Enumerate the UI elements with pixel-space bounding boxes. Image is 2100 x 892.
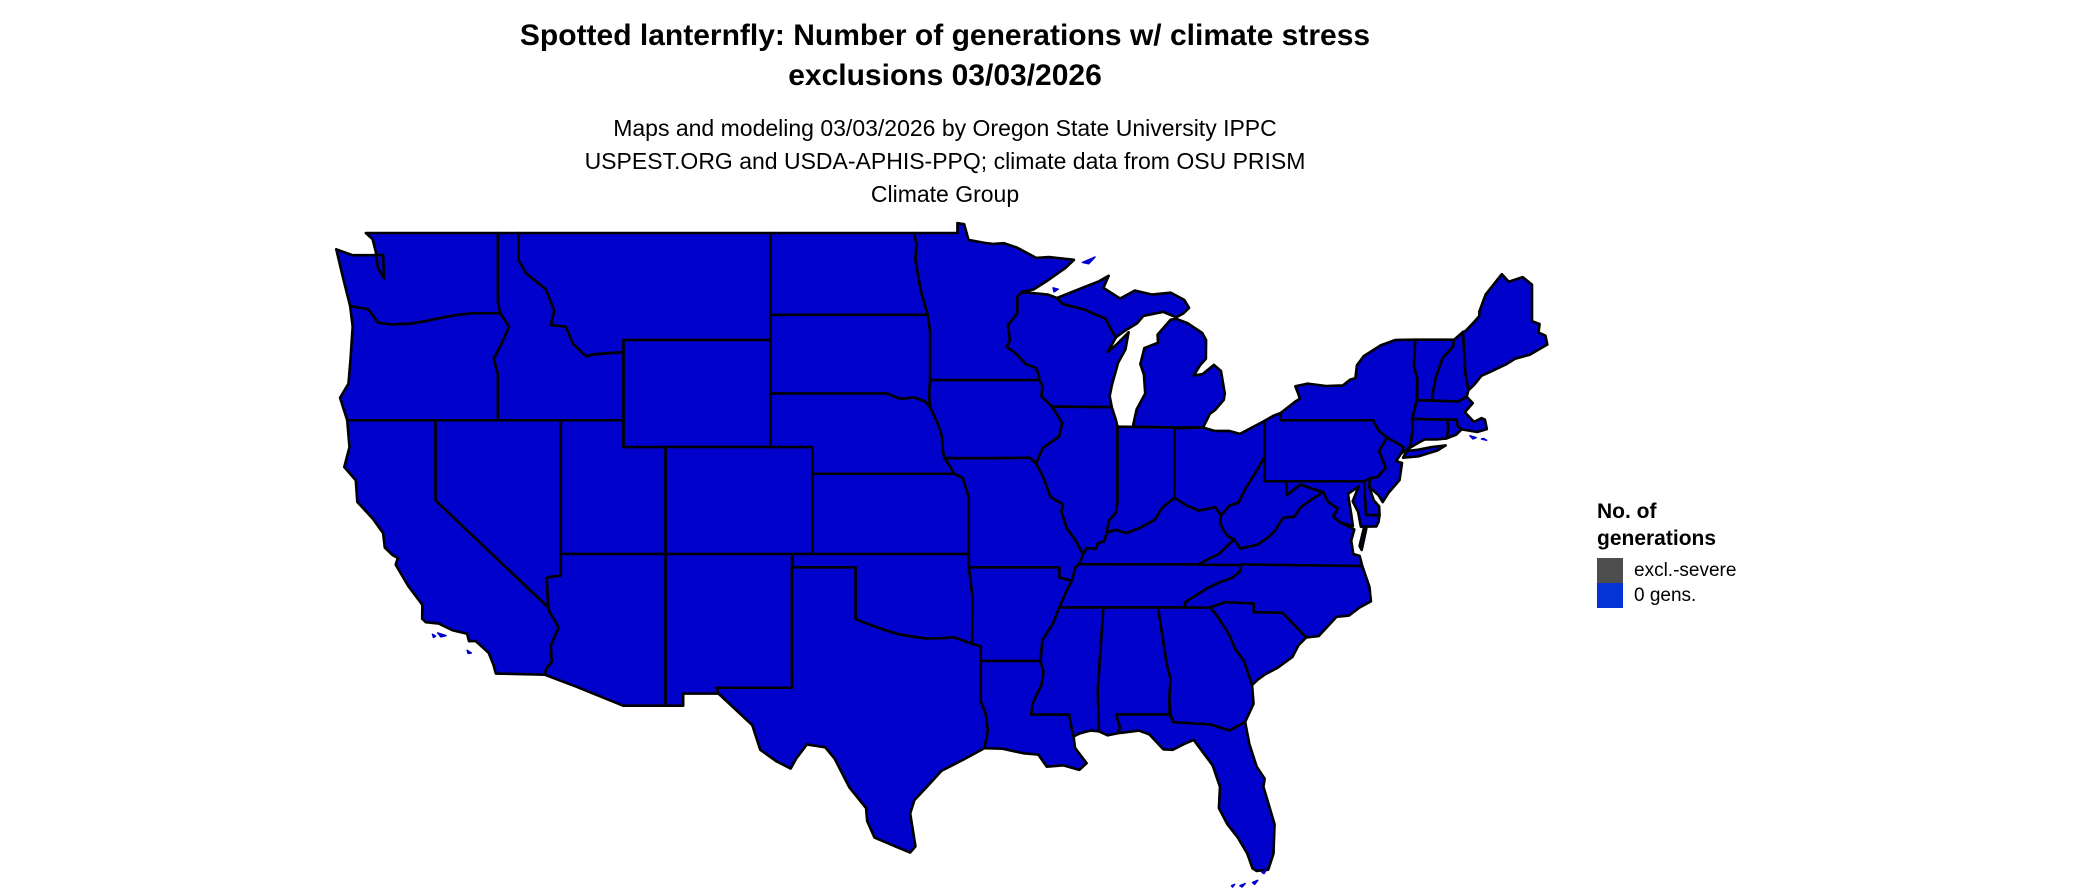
- legend-label-0-gens: 0 gens.: [1634, 585, 1697, 606]
- island-channel-2: [432, 634, 435, 637]
- legend-title: No. of generations: [1597, 500, 1717, 550]
- island-apostle: [1053, 288, 1058, 292]
- state-north-dakota: [771, 233, 928, 315]
- state-wyoming: [624, 340, 771, 447]
- map-title: Spotted lanternfly: Number of generation…: [519, 19, 1371, 92]
- state-michigan-lower: [1133, 319, 1225, 428]
- island-nantucket: [1481, 438, 1486, 440]
- legend: No. of generations excl.-severe 0 gens.: [1597, 498, 1787, 608]
- legend-item-excl-severe: excl.-severe: [1597, 558, 1787, 583]
- legend-swatch-0-gens: [1597, 583, 1623, 608]
- state-virginia-eastern-shore: [1360, 528, 1367, 550]
- island-keys-1: [1262, 870, 1266, 873]
- state-maryland: [1287, 481, 1380, 526]
- state-south-carolina: [1210, 602, 1306, 685]
- island-catalina: [467, 650, 471, 653]
- island-keys-4: [1232, 884, 1235, 887]
- state-oregon: [340, 306, 509, 420]
- state-colorado: [666, 447, 813, 554]
- island-channel-1: [438, 633, 446, 637]
- state-new-mexico: [666, 554, 792, 706]
- legend-label-excl-severe: excl.-severe: [1634, 560, 1737, 581]
- island-isle-royale: [1082, 257, 1095, 264]
- legend-item-0-gens: 0 gens.: [1597, 583, 1787, 608]
- map-subtitle: Maps and modeling 03/03/2026 by Oregon S…: [584, 115, 1306, 207]
- legend-swatch-excl-severe: [1597, 558, 1623, 583]
- state-arizona: [545, 554, 666, 706]
- state-new-york-long-island: [1403, 445, 1446, 457]
- state-michigan-upper: [1057, 276, 1189, 338]
- island-marthas-vineyard: [1470, 436, 1476, 439]
- state-kansas: [813, 474, 969, 554]
- island-keys-3: [1240, 884, 1245, 887]
- state-maine: [1463, 274, 1547, 390]
- state-pennsylvania: [1265, 413, 1387, 481]
- island-keys-2: [1253, 880, 1258, 884]
- state-florida: [1116, 715, 1275, 871]
- state-texas: [717, 567, 988, 852]
- state-virginia: [1198, 492, 1362, 566]
- state-connecticut: [1409, 419, 1448, 448]
